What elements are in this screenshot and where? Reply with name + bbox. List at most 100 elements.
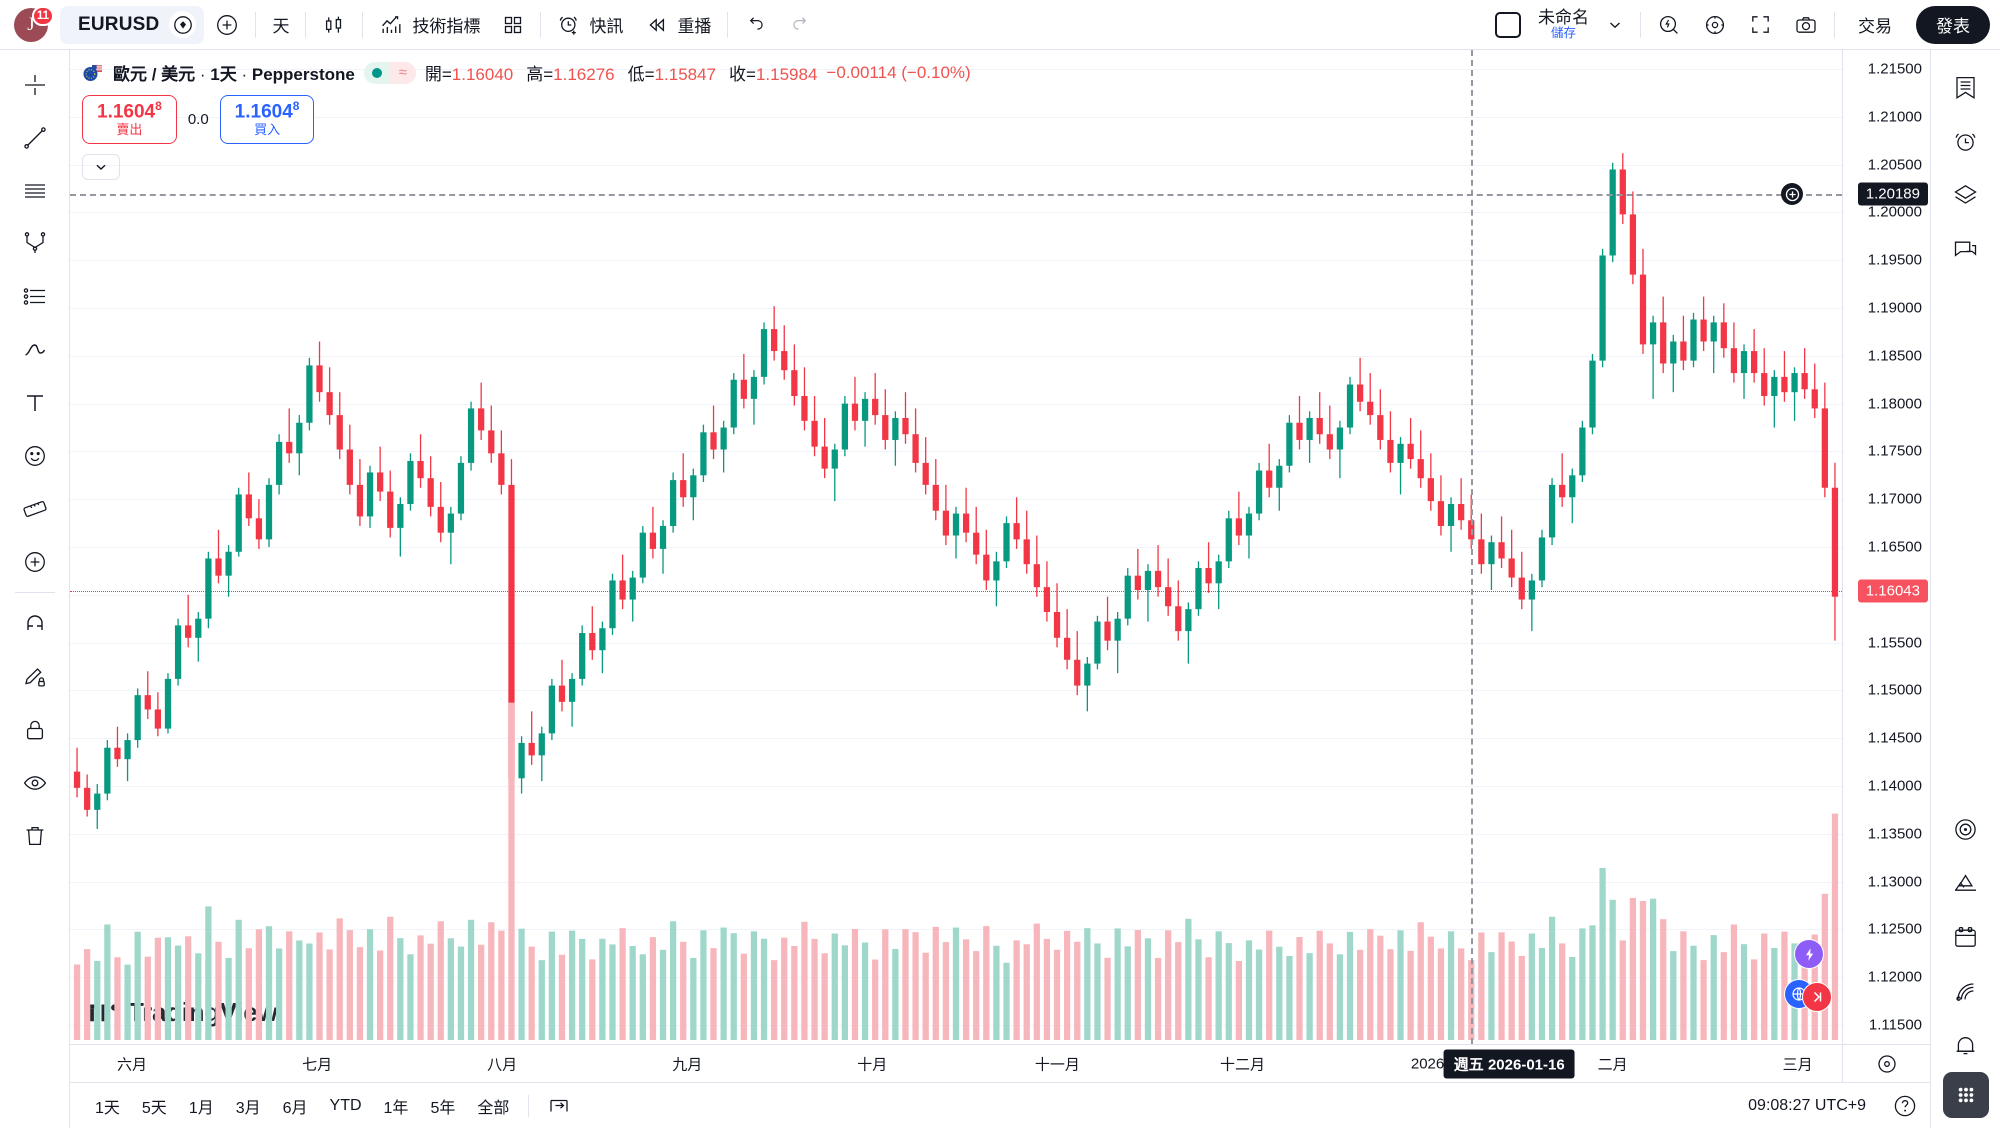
range-button-6[interactable]: 1年 <box>383 1099 409 1117</box>
time-axis-label-0: 六月 <box>117 1056 148 1073</box>
plus-circle-icon <box>215 13 239 37</box>
chart-layout-name[interactable]: 未命名 儲存 <box>1532 9 1595 40</box>
magnet-tool[interactable] <box>8 597 62 650</box>
quick-alert-chip[interactable] <box>1794 939 1824 969</box>
sell-price-main: 1.1604 <box>97 101 156 123</box>
calendar-panel-button[interactable] <box>1939 910 1993 964</box>
replay-label: 重播 <box>677 17 712 36</box>
range-button-4[interactable]: 6月 <box>282 1099 308 1117</box>
bottom-toolbar: 1天 5天 1月 3月 6月 YTD 1年 5年 全部 09:08:27 UTC+9 <box>70 1082 1930 1128</box>
time-axis-labels[interactable]: 六月 七月 八月 九月 十月 十一月 十二月 2026 二月 三月 週五 2026-01-16 <box>70 1045 1842 1082</box>
time-axis-label-7: 2026 <box>1410 1055 1445 1072</box>
stay-in-drawing-mode-tool[interactable] <box>8 650 62 703</box>
redo-button[interactable] <box>778 5 823 45</box>
crosshair-tool[interactable] <box>8 58 62 111</box>
chart-legend: 歐元 / 美元 · 1天 · Pepperstone ≈ 開=1.16040 高… <box>82 60 971 180</box>
gridline <box>70 308 1842 310</box>
diamond-search-icon[interactable] <box>169 11 197 38</box>
chart-settings-button[interactable] <box>1692 5 1738 45</box>
fork-lines-tool[interactable] <box>8 217 62 270</box>
tradingview-watermark-text: TradingView <box>128 997 278 1027</box>
lock-drawings-tool[interactable] <box>8 703 62 756</box>
quick-search-button[interactable] <box>1646 5 1692 45</box>
chat-panel-button[interactable] <box>1939 222 1993 276</box>
fullscreen-button[interactable] <box>1738 5 1783 45</box>
legend-title[interactable]: 歐元 / 美元 · 1天 · Pepperstone <box>113 60 355 85</box>
notifications-panel-button[interactable] <box>1939 1018 1993 1072</box>
dots-lines-tool[interactable] <box>8 270 62 323</box>
time-axis-settings-button[interactable] <box>1842 1045 1930 1082</box>
gridline <box>70 116 1842 118</box>
ohlc-low: 低=1.15847 <box>628 60 716 85</box>
alerts-panel-button[interactable] <box>1939 114 1993 168</box>
trade-button[interactable]: 交易 <box>1858 17 1892 36</box>
chart-type-button[interactable] <box>311 5 357 45</box>
range-button-5[interactable]: YTD <box>329 1096 362 1114</box>
templates-button[interactable] <box>491 5 535 45</box>
broadcast-panel-button[interactable] <box>1939 964 1993 1018</box>
apps-panel-button[interactable] <box>1942 1072 1989 1118</box>
price-axis-label-12: 1.15500 <box>1867 634 1922 652</box>
undo-button[interactable] <box>733 5 778 45</box>
notification-badge[interactable]: 11 <box>31 5 54 26</box>
alerts-button[interactable]: 快訊 <box>546 5 634 45</box>
date-range-button[interactable] <box>537 1091 581 1121</box>
price-axis-label-4: 1.19500 <box>1867 251 1922 269</box>
scroll-to-last-bar-chip[interactable] <box>1802 982 1832 1012</box>
range-button-7[interactable]: 5年 <box>430 1099 456 1117</box>
measure-tool[interactable] <box>8 482 62 535</box>
horizontal-lines-tool[interactable] <box>8 164 62 217</box>
interval-button[interactable]: 天 <box>261 5 300 45</box>
price-plot-area[interactable]: 歐元 / 美元 · 1天 · Pepperstone ≈ 開=1.16040 高… <box>70 50 1842 1044</box>
price-axis-label-20: 1.11500 <box>1868 1016 1922 1034</box>
legend-expand-button[interactable] <box>82 153 120 180</box>
gridline <box>70 499 1842 501</box>
range-button-0[interactable]: 1天 <box>95 1099 120 1117</box>
clock-label[interactable]: 09:08:27 UTC+9 <box>1748 1096 1866 1114</box>
rewind-icon <box>645 13 669 37</box>
price-axis[interactable]: 1.21500 1.21000 1.20500 1.20000 1.19500 1.190… <box>1842 50 1930 1044</box>
streams-panel-button[interactable] <box>1939 856 1993 910</box>
fullscreen-icon <box>1749 13 1772 36</box>
range-button-2[interactable]: 1月 <box>188 1099 214 1117</box>
snapshot-button[interactable] <box>1783 5 1829 45</box>
user-avatar[interactable]: J 11 <box>8 5 54 45</box>
trend-line-tool[interactable] <box>8 111 62 164</box>
divider <box>255 11 257 38</box>
layout-select-button[interactable] <box>1484 5 1532 45</box>
replay-button[interactable]: 重播 <box>634 5 722 45</box>
gridline <box>70 69 1842 71</box>
range-button-8[interactable]: 全部 <box>477 1099 510 1117</box>
help-button[interactable] <box>1888 1089 1922 1123</box>
remove-drawings-tool[interactable] <box>8 809 62 862</box>
hide-drawings-tool[interactable] <box>8 756 62 809</box>
session-status-pill[interactable]: ≈ <box>363 61 416 84</box>
data-window-panel-button[interactable] <box>1939 168 1993 222</box>
layout-menu-button[interactable] <box>1595 5 1635 45</box>
watchlist-panel-button[interactable] <box>1939 60 1993 114</box>
zoom-in-tool[interactable] <box>8 535 62 588</box>
layout-save-label[interactable]: 儲存 <box>1550 25 1576 40</box>
range-button-1[interactable]: 5天 <box>141 1099 167 1117</box>
buy-button[interactable]: 1.16048 買入 <box>219 95 315 144</box>
divider <box>1640 11 1641 38</box>
last-price-tag[interactable]: 1.16043 <box>1857 579 1928 603</box>
ideas-panel-button[interactable] <box>1939 802 1993 856</box>
gridline <box>70 738 1842 740</box>
add-symbol-button[interactable] <box>204 5 250 45</box>
publish-button[interactable]: 發表 <box>1916 5 1990 44</box>
symbol-search-button[interactable]: EURUSD <box>60 5 205 44</box>
crosshair-add-alert-button[interactable] <box>1781 183 1803 206</box>
gridline <box>70 355 1842 357</box>
sell-button[interactable]: 1.16048 賣出 <box>82 95 177 144</box>
brush-tool[interactable] <box>8 323 62 376</box>
candlestick-series <box>73 153 1839 1040</box>
text-tool[interactable] <box>8 376 62 429</box>
gridline <box>70 833 1842 835</box>
layout-square-icon <box>1495 11 1521 38</box>
indicators-button[interactable]: 技術指標 <box>368 5 491 45</box>
emoji-tool[interactable] <box>8 429 62 482</box>
legend-exchange: Pepperstone <box>251 65 355 84</box>
range-button-3[interactable]: 3月 <box>235 1099 261 1117</box>
time-axis[interactable]: 六月 七月 八月 九月 十月 十一月 十二月 2026 二月 三月 週五 2026-01-16 <box>70 1044 1930 1082</box>
